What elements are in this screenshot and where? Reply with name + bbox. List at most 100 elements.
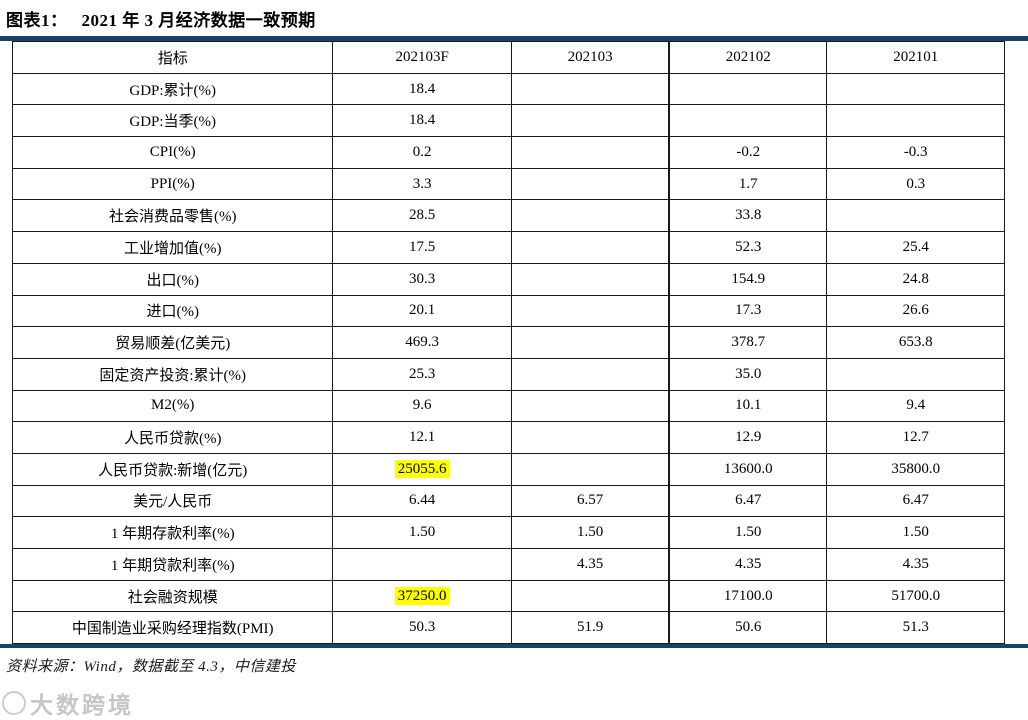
table-cell: 固定资产投资:累计(%) xyxy=(11,357,334,391)
table-cell: 52.3 xyxy=(668,231,828,264)
table-cell: 人民币贷款:新增(亿元) xyxy=(11,452,334,486)
table-cell: 24.8 xyxy=(826,262,1005,296)
economic-data-table: 指标 202103F 202103 202102 202101 GDP:累计(%) 18.4… xyxy=(11,41,1005,645)
table-cell xyxy=(510,104,670,138)
table-cell xyxy=(668,72,828,106)
table-cell: 1.50 xyxy=(668,516,828,549)
table-cell: 50.6 xyxy=(668,611,828,645)
table-row: 中国制造业采购经理指数(PMI) 50.3 51.9 50.6 51.3 xyxy=(11,611,1005,645)
table-cell: 美元/人民币 xyxy=(11,484,334,518)
table-cell: GDP:当季(%) xyxy=(11,104,334,138)
table-cell: 4.35 xyxy=(668,548,828,581)
table-cell xyxy=(510,72,670,106)
table-cell: 社会融资规模 xyxy=(11,579,334,613)
column-header: 202101 xyxy=(826,41,1005,74)
table-cell: 28.5 xyxy=(332,199,512,233)
table-cell xyxy=(332,548,512,581)
figure-title-text: 2021 年 3 月经济数据一致预期 xyxy=(81,11,316,30)
table-row: 人民币贷款(%) 12.1 12.9 12.7 xyxy=(11,421,1005,454)
table-cell: 1.50 xyxy=(332,516,512,549)
table-cell: 1 年期贷款利率(%) xyxy=(11,548,334,581)
table-cell: 20.1 xyxy=(332,294,512,328)
table-cell: 25.4 xyxy=(826,231,1005,264)
table-cell: 进口(%) xyxy=(11,294,334,328)
table-cell: 51700.0 xyxy=(826,579,1005,613)
highlighted-value: 25055.6 xyxy=(394,459,450,478)
table-cell: 18.4 xyxy=(332,104,512,138)
table-row: 人民币贷款:新增(亿元) 25055.6 13600.0 35800.0 xyxy=(11,452,1005,486)
table-cell xyxy=(826,72,1005,106)
bottom-divider xyxy=(0,644,1028,649)
watermark-logo-icon xyxy=(2,691,26,715)
table-cell: 人民币贷款(%) xyxy=(11,421,334,454)
table-row: GDP:累计(%) 18.4 xyxy=(11,72,1005,106)
table-cell: 25055.6 xyxy=(332,452,512,486)
table-cell: 51.9 xyxy=(510,611,670,645)
table-cell: 1.7 xyxy=(668,167,828,201)
table-cell: GDP:累计(%) xyxy=(11,72,334,106)
table-cell: PPI(%) xyxy=(11,167,334,201)
table-cell: 中国制造业采购经理指数(PMI) xyxy=(11,611,334,645)
table-cell: 378.7 xyxy=(668,326,828,359)
table-cell: 6.44 xyxy=(332,484,512,518)
table-row: 社会消费品零售(%) 28.5 33.8 xyxy=(11,199,1005,233)
source-note: 资料来源：Wind，数据截至 4.3，中信建投 xyxy=(6,659,296,676)
table-cell: 469.3 xyxy=(332,326,512,359)
table-cell: 18.4 xyxy=(332,72,512,106)
table-cell: 37250.0 xyxy=(332,579,512,613)
table-cell xyxy=(510,579,670,613)
table-cell xyxy=(510,231,670,264)
table-cell: 13600.0 xyxy=(668,452,828,486)
table-row: 进口(%) 20.1 17.3 26.6 xyxy=(11,294,1005,328)
table-cell xyxy=(826,199,1005,233)
table-cell: 35.0 xyxy=(668,357,828,391)
table-cell xyxy=(510,167,670,201)
table-cell xyxy=(668,104,828,138)
table-cell: -0.2 xyxy=(668,136,828,169)
column-header: 202103 xyxy=(510,41,670,74)
table-row: 1 年期贷款利率(%) 4.35 4.35 4.35 xyxy=(11,548,1005,581)
table-cell: 4.35 xyxy=(826,548,1005,581)
watermark: 大数跨境 xyxy=(2,686,134,720)
table-cell: 17.5 xyxy=(332,231,512,264)
table-cell: 51.3 xyxy=(826,611,1005,645)
table-cell: 17.3 xyxy=(668,294,828,328)
table-cell: 4.35 xyxy=(510,548,670,581)
column-header: 202103F xyxy=(332,41,512,74)
table-row: 固定资产投资:累计(%) 25.3 35.0 xyxy=(11,357,1005,391)
table-cell xyxy=(826,357,1005,391)
table-cell: 10.1 xyxy=(668,389,828,423)
table-row: 出口(%) 30.3 154.9 24.8 xyxy=(11,262,1005,296)
table-cell: 6.47 xyxy=(668,484,828,518)
table-cell: 3.3 xyxy=(332,167,512,201)
table-cell: 6.47 xyxy=(826,484,1005,518)
table-row: 美元/人民币 6.44 6.57 6.47 6.47 xyxy=(11,484,1005,518)
table-cell: 0.3 xyxy=(826,167,1005,201)
table-cell xyxy=(510,421,670,454)
column-header: 指标 xyxy=(11,41,334,74)
table-cell: 26.6 xyxy=(826,294,1005,328)
column-header: 202102 xyxy=(668,41,828,74)
table-cell: 贸易顺差(亿美元) xyxy=(11,326,334,359)
table-cell: 9.4 xyxy=(826,389,1005,423)
table-cell: 25.3 xyxy=(332,357,512,391)
table-cell: 工业增加值(%) xyxy=(11,231,334,264)
table-cell: CPI(%) xyxy=(11,136,334,169)
table-cell: 社会消费品零售(%) xyxy=(11,199,334,233)
table-cell: 653.8 xyxy=(826,326,1005,359)
table-cell: 12.7 xyxy=(826,421,1005,454)
watermark-text: 大数跨境 xyxy=(30,693,134,719)
table-cell: 6.57 xyxy=(510,484,670,518)
table-cell xyxy=(510,326,670,359)
table-row: 工业增加值(%) 17.5 52.3 25.4 xyxy=(11,231,1005,264)
table-cell xyxy=(510,389,670,423)
table-row: CPI(%) 0.2 -0.2 -0.3 xyxy=(11,136,1005,169)
table-cell: 35800.0 xyxy=(826,452,1005,486)
table-cell: 50.3 xyxy=(332,611,512,645)
table-row: M2(%) 9.6 10.1 9.4 xyxy=(11,389,1005,423)
table-cell: 0.2 xyxy=(332,136,512,169)
table-row: GDP:当季(%) 18.4 xyxy=(11,104,1005,138)
highlighted-value: 37250.0 xyxy=(394,586,450,605)
table-cell: 17100.0 xyxy=(668,579,828,613)
header-row: 指标 202103F 202103 202102 202101 xyxy=(11,41,1005,74)
